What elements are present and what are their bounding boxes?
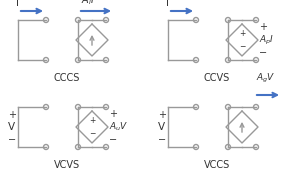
Text: +: + <box>259 22 267 32</box>
Text: +: + <box>89 116 95 125</box>
Text: −: − <box>239 42 245 51</box>
Text: −: − <box>158 135 166 145</box>
Text: I: I <box>16 0 19 8</box>
Text: −: − <box>8 135 16 145</box>
Text: −: − <box>109 135 117 145</box>
Text: +: + <box>158 110 166 120</box>
Text: +: + <box>8 110 16 120</box>
Text: VCVS: VCVS <box>54 160 80 170</box>
Text: VCCS: VCCS <box>204 160 230 170</box>
Text: $A_p I$: $A_p I$ <box>259 33 274 47</box>
Text: +: + <box>239 29 245 38</box>
Text: CCCS: CCCS <box>54 73 80 83</box>
Text: V: V <box>158 122 165 132</box>
Text: $A_i I$: $A_i I$ <box>81 0 95 7</box>
Text: CCVS: CCVS <box>204 73 230 83</box>
Text: −: − <box>89 129 95 138</box>
Text: I: I <box>166 0 169 8</box>
Text: $A_g V$: $A_g V$ <box>256 72 276 85</box>
Text: $A_u V$: $A_u V$ <box>109 121 129 133</box>
Text: +: + <box>109 109 117 119</box>
Text: −: − <box>259 48 267 58</box>
Text: V: V <box>8 122 15 132</box>
